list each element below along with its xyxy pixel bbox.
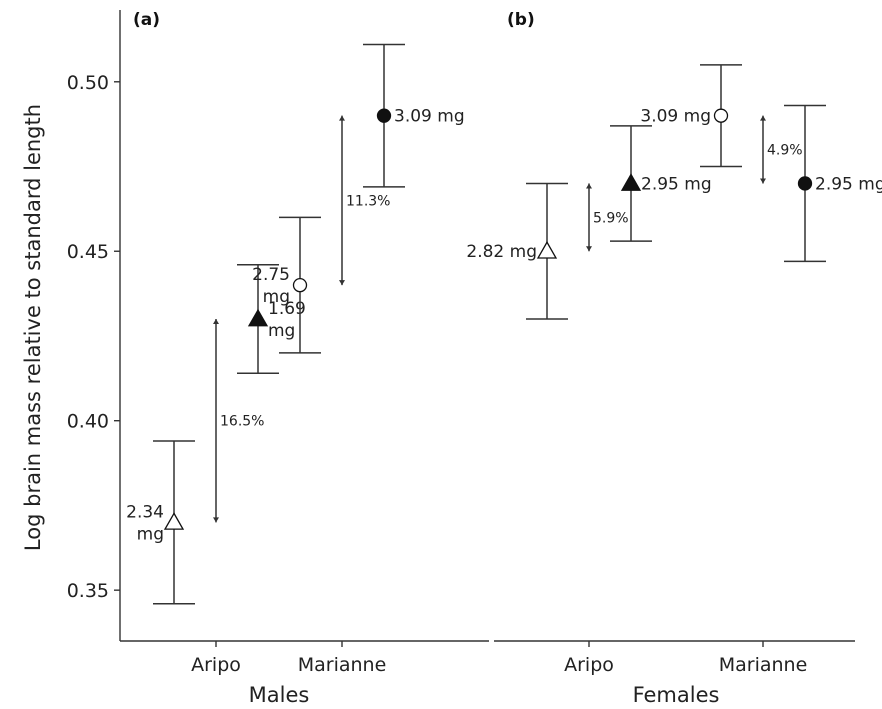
x-axis-title: Males	[249, 683, 310, 707]
y-tick-label: 0.45	[67, 241, 109, 263]
point-label: 3.09 mg	[640, 107, 711, 127]
difference-label: 11.3%	[346, 193, 390, 209]
point-label: mg	[137, 524, 164, 544]
difference-arrowhead	[213, 517, 219, 523]
difference-label: 4.9%	[767, 143, 803, 159]
difference-label: 16.5%	[220, 414, 264, 430]
difference-label: 5.9%	[593, 210, 629, 226]
difference-arrowhead	[586, 246, 592, 252]
data-point	[376, 108, 392, 123]
x-tick-label: Aripo	[564, 654, 614, 676]
x-tick-label: Marianne	[298, 654, 387, 676]
panel-females: (b) Aripo Marianne Females 5.9% 4.9% 2.82 mg 2.…	[466, 10, 882, 707]
point-label: 2.82 mg	[466, 242, 537, 262]
y-tick-label: 0.40	[67, 411, 109, 433]
difference-arrowhead	[760, 178, 766, 184]
panel-label: (a)	[133, 10, 160, 30]
data-point	[247, 308, 269, 327]
difference-arrowhead	[339, 280, 345, 286]
x-tick-label: Marianne	[719, 654, 808, 676]
difference-arrowhead	[760, 115, 766, 121]
point-label: 2.95 mg	[641, 174, 712, 194]
data-point	[292, 277, 308, 293]
difference-arrowhead	[339, 115, 345, 121]
point-label: 3.09 mg	[394, 107, 465, 127]
data-point	[713, 108, 729, 123]
data-point	[536, 240, 558, 259]
data-point	[620, 173, 642, 191]
difference-arrowhead	[213, 319, 219, 325]
point-label: 1.69	[268, 299, 306, 319]
panel-label: (b)	[507, 10, 535, 30]
point-label: 2.95 mg	[815, 174, 882, 194]
point-label: mg	[263, 287, 290, 307]
data-point	[797, 176, 813, 191]
axes: 0.35 0.40 0.45 0.50 Log brain mass relative …	[21, 10, 121, 641]
y-tick-label: 0.50	[67, 72, 109, 94]
panel-males: (a)Aripo MarianneMales16.5%11.3%2.34mg1.6…	[120, 10, 489, 707]
point-label: 2.75	[252, 265, 290, 285]
data-point	[163, 512, 185, 530]
point-label: mg	[268, 321, 295, 341]
x-axis-title: Females	[633, 683, 720, 707]
x-tick-label: Aripo	[191, 654, 241, 676]
point-label: 2.34	[126, 502, 164, 522]
y-tick-label: 0.35	[67, 580, 109, 602]
y-axis-title: Log brain mass relative to standard leng…	[21, 104, 45, 551]
difference-arrowhead	[586, 183, 592, 189]
